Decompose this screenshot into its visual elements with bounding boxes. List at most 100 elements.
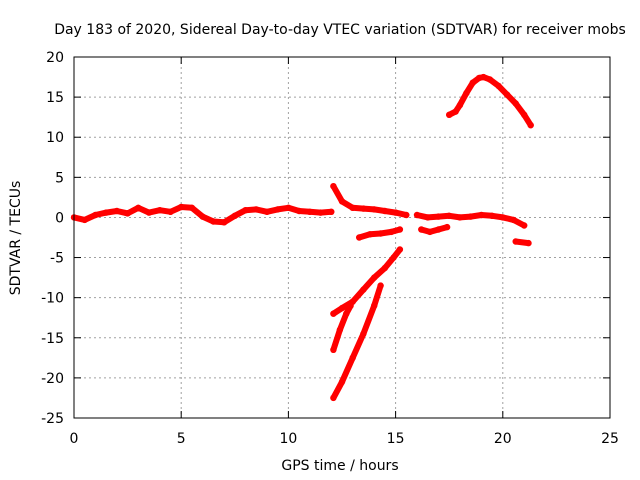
data-point [92, 211, 99, 219]
data-series [70, 73, 534, 402]
data-point [336, 326, 344, 333]
data-point [446, 111, 453, 119]
x-tick-label: 15 [387, 431, 405, 447]
data-point [360, 205, 367, 212]
data-point [446, 212, 453, 219]
data-point [263, 208, 271, 215]
data-point [220, 219, 228, 226]
grid-lines [74, 57, 610, 418]
data-point [413, 211, 421, 219]
data-point [330, 183, 337, 190]
data-point [81, 216, 88, 224]
y-tick-label: -15 [41, 331, 64, 347]
data-point [330, 346, 337, 353]
data-point [349, 204, 356, 211]
data-point [426, 228, 434, 236]
data-point [521, 222, 528, 229]
data-point [156, 207, 163, 214]
data-point [480, 73, 487, 81]
data-point [478, 211, 485, 219]
data-point [253, 206, 260, 213]
data-point [488, 212, 496, 219]
data-point [371, 206, 378, 213]
data-point [381, 264, 389, 272]
series-line-descent-b [330, 302, 354, 353]
data-point [495, 82, 502, 90]
data-point [512, 100, 519, 107]
data-point [443, 223, 451, 231]
series-line-arc [446, 74, 534, 129]
x-axis-label: GPS time / hours [281, 458, 398, 474]
data-point [135, 204, 142, 211]
data-point [124, 210, 131, 217]
data-point [381, 207, 389, 215]
data-point [388, 228, 395, 236]
data-point [113, 207, 121, 215]
data-point [392, 209, 399, 216]
data-point [463, 89, 470, 97]
data-point [343, 310, 350, 317]
data-point [231, 212, 238, 219]
data-point [338, 378, 346, 386]
data-point [338, 198, 346, 205]
data-point [188, 204, 196, 211]
data-point [469, 79, 476, 86]
data-point [360, 286, 367, 293]
y-tick-label: -20 [41, 371, 64, 387]
plot-frame [73, 56, 611, 419]
series-line-right-lower [418, 224, 451, 235]
y-tick-label: 20 [46, 50, 64, 66]
data-point [199, 213, 206, 220]
data-point [285, 204, 292, 211]
data-point [452, 108, 459, 115]
data-point [356, 234, 363, 241]
data-point [178, 203, 185, 211]
data-point [349, 354, 356, 361]
data-point [467, 213, 474, 220]
y-tick-label: 5 [55, 170, 64, 186]
data-point [377, 230, 384, 237]
data-point [347, 302, 354, 309]
data-point [103, 209, 110, 216]
data-point [145, 209, 153, 216]
data-point [328, 208, 335, 215]
data-point [338, 304, 346, 312]
data-point [503, 91, 511, 98]
y-tick-label: -10 [41, 291, 64, 307]
x-tick-label: 20 [494, 431, 512, 447]
x-tick-label: 0 [70, 431, 79, 447]
data-point [486, 76, 494, 83]
chart-title: Day 183 of 2020, Sidereal Day-to-day VTE… [54, 22, 626, 38]
data-point [210, 218, 217, 225]
data-point [435, 213, 442, 220]
x-tick-label: 5 [177, 431, 186, 447]
data-point [306, 208, 313, 215]
data-point [403, 211, 410, 219]
data-point [330, 310, 337, 317]
data-point [167, 208, 174, 215]
data-point [377, 282, 384, 289]
y-tick-label: -5 [50, 251, 64, 267]
data-point [317, 209, 324, 216]
data-point [424, 214, 431, 221]
data-point [360, 330, 367, 337]
x-tick-label: 25 [601, 431, 619, 447]
data-point [242, 207, 249, 214]
series-line-descent-a [330, 246, 403, 317]
data-point [396, 246, 404, 253]
x-tick-label: 10 [279, 431, 297, 447]
data-point [521, 111, 528, 119]
data-point [390, 254, 397, 261]
data-point [527, 122, 534, 129]
data-point [418, 226, 425, 233]
axis-ticks: 0 5 10 15 20 25 20 15 10 5 0 -5 -10 -15 -20 -25 [41, 50, 619, 447]
y-tick-label: 0 [55, 210, 64, 226]
y-tick-label: -25 [41, 411, 64, 427]
data-point [295, 207, 303, 215]
y-tick-label: 10 [46, 130, 64, 146]
data-point [330, 394, 337, 402]
y-axis-label: SDTVAR / TECUs [8, 181, 24, 296]
data-point [366, 231, 374, 238]
data-point [435, 226, 442, 233]
